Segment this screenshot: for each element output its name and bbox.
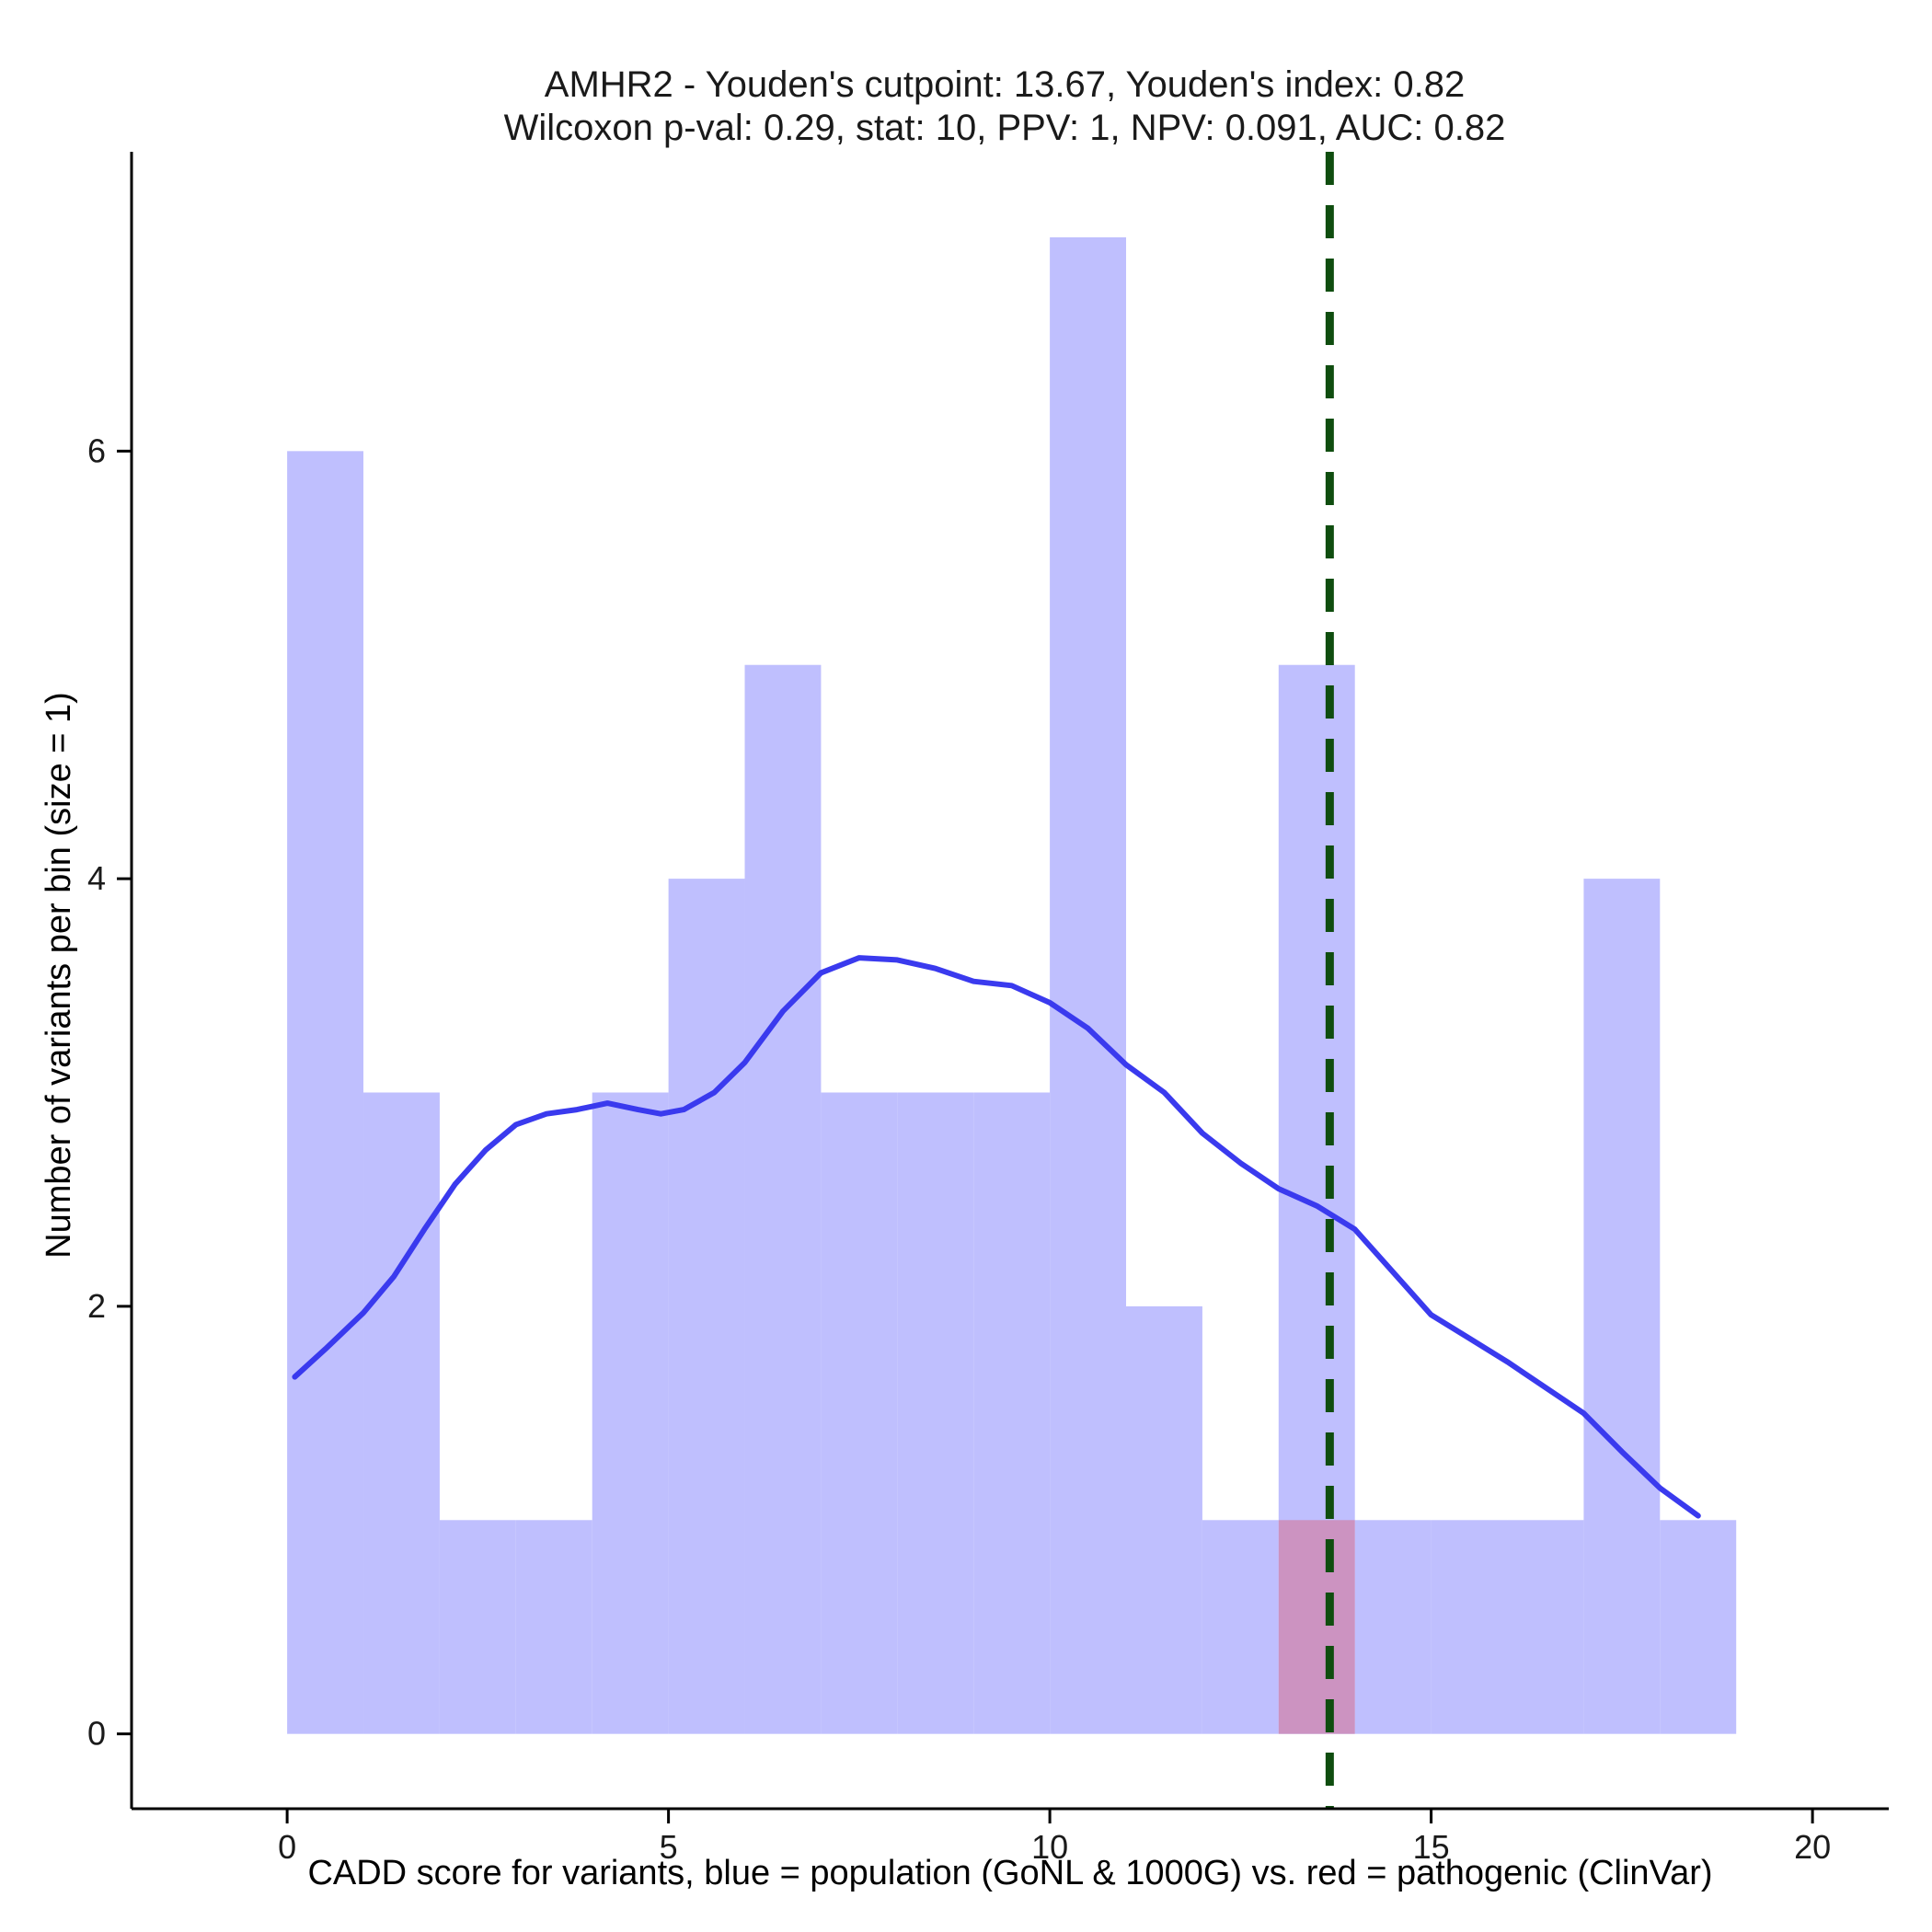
population-density-curve — [292, 955, 1701, 1519]
population-bar — [515, 1520, 592, 1734]
x-axis-title: CADD score for variants, blue = populati… — [307, 1854, 1712, 1892]
x-tick-label: 5 — [660, 1828, 678, 1866]
y-axis-ticks: 0 2 4 6 — [87, 431, 132, 1753]
x-tick-label: 15 — [1413, 1828, 1450, 1866]
population-bar — [1050, 236, 1127, 1734]
chart-title-line-1: AMHR2 - Youden's cutpoint: 13.67, Youden… — [545, 64, 1465, 105]
population-bar — [744, 664, 822, 1734]
population-bar — [439, 1520, 516, 1734]
x-tick-label: 10 — [1031, 1828, 1068, 1866]
population-bar — [1202, 1520, 1279, 1734]
pathogenic-bars — [1278, 1520, 1355, 1734]
pathogenic-bar — [1278, 1520, 1355, 1734]
population-bar — [973, 1092, 1051, 1734]
y-tick-label: 2 — [87, 1287, 106, 1325]
population-bar — [1583, 879, 1661, 1734]
population-bar — [363, 1092, 440, 1734]
x-tick-label: 0 — [278, 1828, 296, 1866]
population-bar — [1126, 1305, 1202, 1734]
population-bar — [1354, 1520, 1432, 1734]
population-bar — [592, 1092, 669, 1734]
y-tick-label: 0 — [87, 1715, 106, 1753]
x-tick-label: 20 — [1794, 1828, 1831, 1866]
population-bar — [821, 1092, 898, 1734]
y-tick-label: 6 — [87, 431, 106, 469]
y-axis-title: Number of variants per bin (size = 1) — [40, 692, 78, 1259]
population-bar — [897, 1092, 974, 1734]
x-axis-ticks: 0 5 10 15 20 — [278, 1809, 1831, 1866]
chart-title-line-2: Wilcoxon p-val: 0.29, stat: 10, PPV: 1, … — [504, 108, 1506, 148]
population-bar — [668, 879, 745, 1734]
population-bar — [1660, 1520, 1737, 1734]
population-bar — [1431, 1520, 1508, 1734]
population-bar — [287, 451, 364, 1734]
y-tick-label: 4 — [87, 859, 106, 897]
population-bar — [1507, 1520, 1584, 1734]
